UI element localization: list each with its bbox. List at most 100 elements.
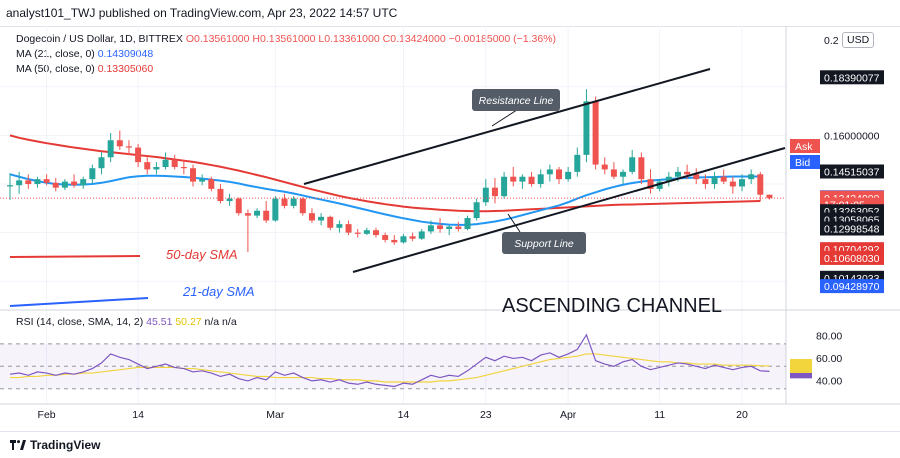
time-axis-label: 20 [736,409,748,421]
candle-up [162,159,169,167]
price-axis-label: 0.10608030 [824,253,880,265]
candle-up [464,218,471,229]
time-axis-label: Apr [560,409,577,421]
candle-down [638,157,645,180]
ask-badge [790,139,820,153]
rsi-pane[interactable]: 80.00 60.00 40.00 [0,328,862,390]
price-chart[interactable]: Resistance Line Support Line 50-day SMA … [0,0,900,431]
support-line-label: Support Line [514,238,574,250]
candle-down [308,213,315,221]
candle-down [409,236,416,239]
candle-up [318,216,325,221]
candle-down [592,101,599,165]
rsi-title[interactable]: RSI (14, close, SMA, 14, 2) [16,316,144,328]
price-axis-label: 0.14515037 [824,166,880,178]
candle-up [574,154,581,172]
candle-down [52,182,59,188]
candle-up [473,202,480,219]
candle-down [720,176,727,182]
candle-down [116,140,123,147]
ohlc-change: −0.00185000 (−1.36%) [448,33,557,45]
ma21-label[interactable]: MA (21, close, 0) [16,48,95,60]
sma-annotations: 50-day SMA 21-day SMA ASCENDING CHANNEL [9,247,722,317]
candle-down [345,224,352,233]
candle-up [519,176,526,182]
candle-up [363,230,370,234]
candle-down [757,174,764,195]
candle-down [510,176,517,182]
candle-down [693,174,700,180]
candle-down [491,187,498,197]
ma50-value: 0.13305060 [97,63,154,75]
ask-bid-badges: Ask Bid [790,139,820,169]
ask-label: Ask [795,141,813,153]
candle-up [446,226,453,229]
support-callout-box[interactable] [502,232,586,254]
candle-up [583,101,590,155]
channel-annotation[interactable]: ASCENDING CHANNEL [502,295,722,317]
candle-up [98,157,105,169]
time-axis-label: 14 [398,409,410,421]
candle-up [629,157,636,172]
candle-up [107,140,114,158]
candle-down [610,169,617,177]
candle-down [354,232,361,234]
price-axis-label: 0.18390077 [824,72,880,84]
candle-up [418,231,425,239]
rsi-axis-label: 40.00 [816,376,842,388]
ma50-series [9,134,761,213]
time-axis[interactable]: Feb 14 Mar 14 23 Apr 11 20 [38,409,748,421]
resistance-trendline[interactable] [303,68,711,185]
time-axis-label: Mar [266,409,285,421]
symbol-title[interactable]: Dogecoin / US Dollar, 1D, BITTREX [16,33,183,45]
price-axis-label: 0.12998548 [824,224,880,236]
time-axis-label: 14 [132,409,144,421]
ma21-value: 0.14309048 [97,48,154,60]
candle-down [391,239,398,243]
rsi-extra: n/a n/a [204,316,237,328]
publish-bar: analyst101_TWJ published on TradingView.… [0,0,900,27]
tradingview-brand[interactable]: TradingView [30,438,101,452]
candle-up [226,198,233,202]
candle-down [71,181,78,186]
rsi-axis-label: 60.00 [816,353,842,365]
candle-up [565,171,572,180]
candle-down [684,171,691,175]
candle-up [254,210,261,216]
ohlc-low: L0.13361000 [318,33,380,45]
sma50-annotation[interactable]: 50-day SMA [166,247,238,262]
candle-up [61,181,68,188]
rsi-sma-last-tag [790,359,812,374]
candle-down [528,176,535,185]
grid-lines [0,26,900,405]
candle-up [400,236,407,243]
candle-down [190,168,196,182]
price-axis-label: 0.10704292 [824,244,880,256]
price-axis-tag [820,164,884,179]
resistance-callout-box[interactable] [472,89,560,111]
candle-up [34,179,41,185]
ma50-label[interactable]: MA (50, close, 0) [16,63,95,75]
support-trendline[interactable] [352,147,786,273]
candle-up [336,224,343,228]
time-axis-label: 11 [654,409,665,421]
rsi-value: 45.51 [146,316,173,328]
candle-up [427,225,434,232]
time-axis-label: Feb [38,409,56,421]
candle-up [665,176,672,182]
sma21-annotation[interactable]: 21-day SMA [182,284,255,299]
support-callout-line [507,213,521,233]
candle-down [556,169,562,180]
rsi-axis-label: 80.00 [816,331,842,343]
candle-up [674,171,681,177]
candle-up [482,187,489,203]
candle-up [501,176,508,197]
candle-down [702,179,709,185]
candle-up [89,168,96,180]
candle-down [208,179,215,189]
price-legend: Dogecoin / US Dollar, 1D, BITTREX O0.135… [16,32,556,77]
currency-button[interactable]: USD [842,32,875,48]
price-axis[interactable]: 0.20.183900770.160000000.145150370.13456… [820,35,884,294]
candle-down [235,198,242,214]
ma21-line [9,173,761,226]
